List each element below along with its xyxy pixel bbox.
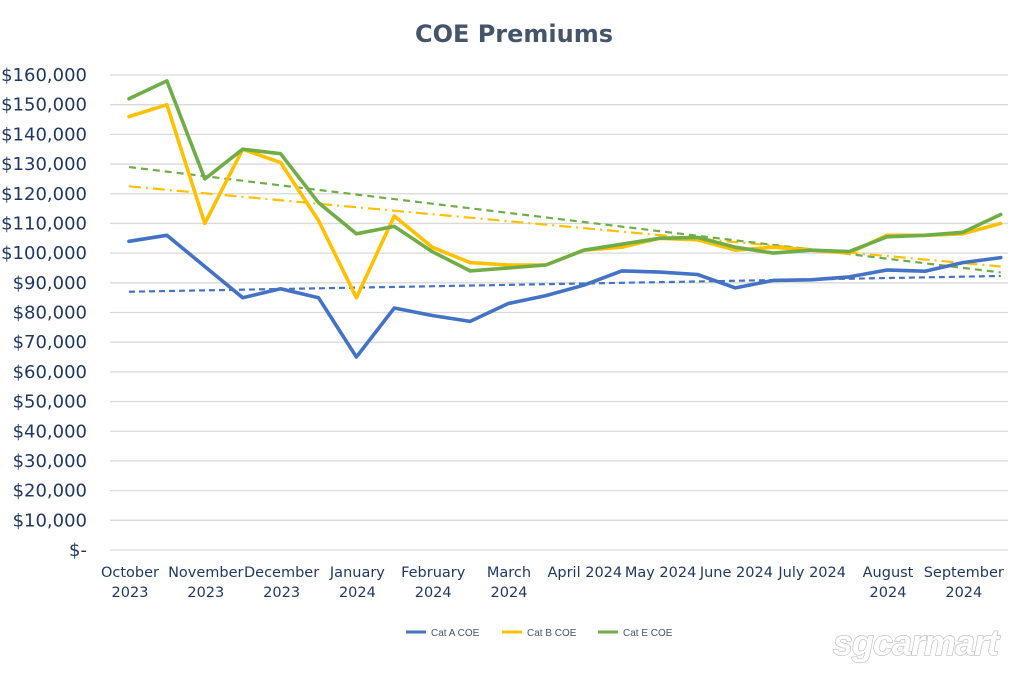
y-axis-ticks: $- $10,000 $20,000 $30,000 $40,000 $50,000 $60… [1, 65, 87, 561]
y-tick-label: $130,000 [1, 154, 87, 175]
y-tick-label: $40,000 [13, 421, 87, 442]
y-tick-label: $80,000 [13, 303, 87, 324]
x-tick-label: April 2024 [547, 565, 622, 581]
y-tick-label: $160,000 [1, 65, 87, 86]
y-tick-label: $- [69, 540, 87, 561]
legend-label: Cat E COE [623, 628, 673, 639]
y-tick-label: $10,000 [13, 510, 87, 531]
x-tick-label: May 2024 [625, 565, 697, 581]
y-tick-label: $100,000 [1, 243, 87, 264]
x-tick-label: June 2024 [699, 565, 773, 581]
x-tick-label: November 2023 [168, 565, 243, 601]
y-tick-label: $90,000 [13, 273, 87, 294]
x-tick-label: August 2024 [863, 565, 914, 601]
sgcarmart-watermark: sgcarmart [833, 622, 1001, 663]
chart-title: COE Premiums [415, 20, 613, 48]
y-tick-label: $70,000 [13, 332, 87, 353]
trend-line [128, 165, 1001, 274]
x-tick-label: March 2024 [487, 565, 531, 601]
legend-label: Cat A COE [431, 628, 480, 639]
x-tick-label: September 2024 [924, 565, 1004, 601]
x-tick-label: February 2024 [401, 565, 466, 601]
x-tick-label: October 2023 [101, 565, 159, 601]
series-lines [127, 79, 1003, 359]
y-tick-label: $120,000 [1, 184, 87, 205]
gridlines [110, 74, 1008, 551]
y-tick-label: $30,000 [13, 451, 87, 472]
series-line [127, 233, 1003, 359]
x-tick-label: December 2023 [244, 565, 319, 601]
series-line [127, 102, 1003, 300]
y-tick-label: $150,000 [1, 95, 87, 116]
y-tick-label: $50,000 [13, 392, 87, 413]
series-line [127, 79, 1003, 273]
x-tick-label: January 2024 [329, 565, 385, 601]
y-tick-label: $140,000 [1, 124, 87, 145]
y-tick-label: $60,000 [13, 362, 87, 383]
legend: Cat A COE Cat B COE Cat E COE [406, 628, 673, 639]
x-tick-label: July 2024 [777, 565, 846, 581]
y-tick-label: $20,000 [13, 481, 87, 502]
legend-label: Cat B COE [527, 628, 577, 639]
trend-line [128, 185, 1001, 268]
y-tick-label: $110,000 [1, 213, 87, 234]
